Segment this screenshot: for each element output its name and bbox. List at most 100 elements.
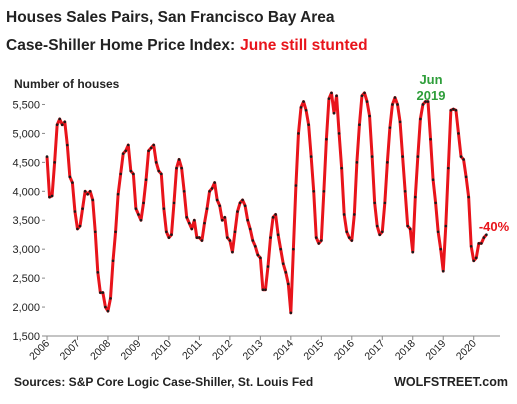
data-point bbox=[314, 236, 318, 239]
data-point bbox=[393, 96, 397, 99]
data-point bbox=[472, 259, 476, 263]
data-point bbox=[175, 166, 178, 170]
data-point bbox=[68, 175, 72, 179]
data-point bbox=[177, 158, 181, 161]
x-tick-label: 2011 bbox=[180, 338, 205, 363]
data-point bbox=[53, 161, 56, 164]
data-point bbox=[452, 107, 455, 111]
data-point bbox=[172, 201, 176, 205]
data-point bbox=[464, 175, 468, 179]
data-point bbox=[436, 230, 440, 234]
data-point bbox=[144, 178, 148, 182]
x-tick-label: 2008 bbox=[88, 338, 113, 363]
x-tick-label: 2019 bbox=[423, 338, 448, 363]
data-point bbox=[408, 227, 412, 231]
annotation: 2019 bbox=[417, 88, 446, 103]
data-point bbox=[271, 216, 275, 219]
data-point bbox=[342, 213, 346, 216]
data-point bbox=[332, 111, 336, 115]
data-point bbox=[454, 108, 458, 112]
data-point bbox=[416, 155, 420, 158]
data-point bbox=[485, 233, 488, 237]
data-point bbox=[398, 120, 402, 124]
data-point bbox=[228, 239, 232, 242]
data-point bbox=[434, 201, 437, 205]
data-point bbox=[195, 236, 199, 239]
x-tick-label: 2012 bbox=[210, 338, 235, 363]
data-point bbox=[256, 253, 260, 257]
data-point bbox=[93, 230, 97, 234]
data-point bbox=[208, 189, 211, 193]
data-point bbox=[223, 216, 227, 219]
data-point bbox=[132, 172, 135, 176]
data-point bbox=[147, 149, 150, 153]
data-point bbox=[200, 239, 204, 242]
data-point bbox=[429, 137, 432, 141]
data-point bbox=[360, 94, 364, 98]
data-point bbox=[403, 189, 407, 193]
data-point bbox=[203, 221, 206, 225]
data-point bbox=[180, 166, 183, 170]
data-point bbox=[284, 271, 288, 274]
data-point bbox=[55, 123, 59, 127]
data-point bbox=[73, 210, 77, 213]
data-point bbox=[149, 146, 153, 150]
data-point bbox=[279, 247, 282, 251]
data-point bbox=[269, 236, 272, 239]
data-point bbox=[411, 250, 415, 254]
data-point bbox=[220, 218, 224, 222]
x-tick-label: 2018 bbox=[393, 338, 418, 363]
y-tick-label: 5,000 bbox=[12, 128, 40, 140]
data-point bbox=[304, 108, 308, 112]
data-point bbox=[124, 149, 128, 153]
data-point bbox=[414, 195, 417, 199]
data-point bbox=[421, 103, 425, 106]
y-tick-label: 3,000 bbox=[12, 244, 40, 256]
data-point bbox=[126, 143, 130, 147]
data-point bbox=[99, 291, 102, 294]
data-point bbox=[114, 230, 117, 234]
data-point bbox=[335, 94, 338, 98]
data-point bbox=[111, 259, 115, 263]
data-point bbox=[401, 155, 404, 158]
series-line bbox=[45, 91, 488, 315]
data-point bbox=[58, 117, 61, 121]
data-point bbox=[101, 291, 105, 294]
data-point bbox=[154, 161, 158, 164]
data-point bbox=[91, 198, 95, 202]
data-point bbox=[157, 169, 161, 173]
x-tick-label: 2017 bbox=[362, 338, 387, 363]
x-tick-label: 2014 bbox=[271, 338, 296, 363]
y-tick-label: 2,000 bbox=[12, 302, 40, 314]
data-point bbox=[259, 256, 262, 260]
data-point bbox=[160, 172, 163, 176]
data-point bbox=[322, 189, 326, 193]
data-point bbox=[317, 242, 321, 245]
data-point bbox=[165, 230, 168, 234]
data-point bbox=[447, 166, 450, 170]
chart-title: Houses Sales Pairs, San Francisco Bay Ar… bbox=[6, 9, 335, 26]
data-point bbox=[274, 213, 277, 216]
data-point bbox=[309, 155, 313, 158]
data-point bbox=[253, 244, 257, 248]
annotation: Jun bbox=[419, 72, 442, 87]
data-point bbox=[391, 103, 394, 106]
brand: WOLFSTREET.com bbox=[394, 375, 508, 389]
data-point bbox=[459, 155, 463, 158]
data-point bbox=[226, 236, 229, 239]
data-point bbox=[312, 189, 316, 193]
data-point bbox=[350, 239, 354, 242]
subtitle-text: Case-Shiller Home Price Index: bbox=[6, 37, 235, 54]
data-point bbox=[198, 236, 201, 239]
data-point bbox=[121, 152, 125, 155]
data-point bbox=[218, 204, 222, 208]
annotation: -40% bbox=[479, 219, 510, 234]
chart-subtitle: Case-Shiller Home Price Index: June still… bbox=[6, 37, 368, 54]
x-tick-label: 2010 bbox=[149, 338, 174, 363]
data-point bbox=[50, 194, 54, 198]
data-point bbox=[302, 100, 305, 103]
data-point bbox=[388, 126, 392, 129]
data-point bbox=[386, 161, 389, 164]
data-point bbox=[431, 178, 435, 182]
data-point bbox=[71, 181, 74, 184]
